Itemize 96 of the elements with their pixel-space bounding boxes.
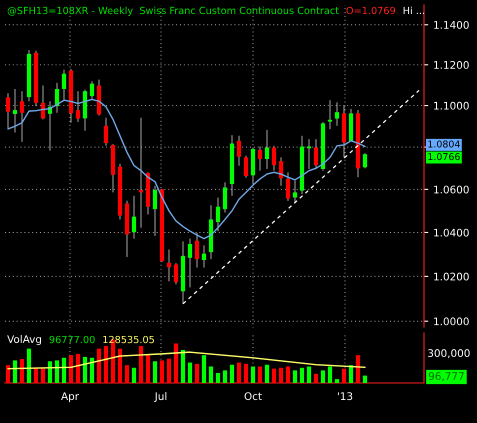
bar [334,379,340,383]
candlestick [222,182,228,214]
bar [82,356,88,383]
candlestick [90,80,94,100]
text: 96,777 [428,372,464,382]
bar [118,348,122,383]
candlestick [258,146,262,172]
bar [96,348,102,383]
bar [174,343,178,383]
bar [230,364,234,383]
bar [6,365,10,383]
candlestick [166,248,172,282]
text: 300,000 [428,349,470,358]
bar [26,348,32,383]
bar [362,376,368,383]
y-tick-label: 1.1400 [434,20,469,29]
y-tick-label: 1.0000 [434,317,469,326]
candlestick [236,135,242,166]
bar [272,368,276,383]
bar [202,355,206,383]
bar [236,362,242,383]
bar [342,368,346,383]
candlestick [188,238,192,288]
bar [356,355,360,383]
y-tick-label: 1.0400 [434,228,469,237]
candlestick [104,117,108,146]
y-tick-label: 1.0200 [434,272,469,281]
candlestick [62,69,66,100]
bar [34,368,38,383]
bar [244,364,248,383]
candlestick [12,88,18,134]
candlestick [20,90,24,142]
bar [286,366,290,383]
bar [124,365,130,383]
annotation: VolAvg [7,335,42,346]
bar [300,368,304,383]
bar [194,364,200,383]
bar [76,354,80,383]
candlestick [152,185,158,237]
y-tick-label: 1.1200 [434,61,469,69]
bar [12,360,18,383]
bar [138,346,144,383]
candlestick [76,90,80,122]
bar [132,368,136,383]
bar [166,358,172,383]
x-tick-label: Apr [61,392,80,402]
x-tick-label: Oct [244,392,262,400]
bar [20,359,24,383]
bar [250,366,256,383]
candlestick [174,262,178,285]
candlestick [306,138,312,170]
bar [104,346,108,383]
bar [152,361,158,383]
bar [146,355,150,383]
annotation: 96777.00 [50,336,95,344]
bar [258,366,262,383]
chart-title: @SFH13=108XR - Weekly Swiss Franc Custom Continuous Contract [8,6,339,16]
candlestick [216,196,220,232]
bar [208,366,214,383]
candlestick [292,180,298,204]
candlestick [362,152,368,169]
bar [320,370,326,383]
text: 1.0766 [428,153,460,160]
candlestick [272,145,276,172]
bar [222,370,228,383]
candlestick [132,195,136,240]
candlestick [334,102,340,126]
candlestick [264,129,270,170]
bar [68,355,74,383]
annotation: O=1.0769 [346,6,396,14]
x-tick-label: '13 [338,392,352,400]
bar [306,366,312,383]
bar [62,358,66,383]
candlestick [286,172,290,202]
annotation: Hi ... [404,6,424,14]
candlestick [6,92,10,129]
candlestick [202,244,206,268]
bar [40,368,46,383]
x-tick-label: Jul [154,392,166,402]
bar [264,364,270,383]
bar [328,366,332,383]
bar [180,350,186,383]
bar [216,373,220,383]
y-tick-label: 1.0600 [434,186,469,194]
bar [188,362,192,383]
annotation: 128535.05 [103,336,154,344]
candlestick [138,117,144,228]
bar [278,368,284,383]
candlestick [244,155,248,178]
candlestick [314,138,318,168]
text: 1.0804 [428,140,460,148]
bar [160,360,164,383]
candlestick [194,232,200,268]
bar [314,374,318,383]
y-tick-label: 1.1000 [434,102,469,110]
bar [292,370,298,383]
